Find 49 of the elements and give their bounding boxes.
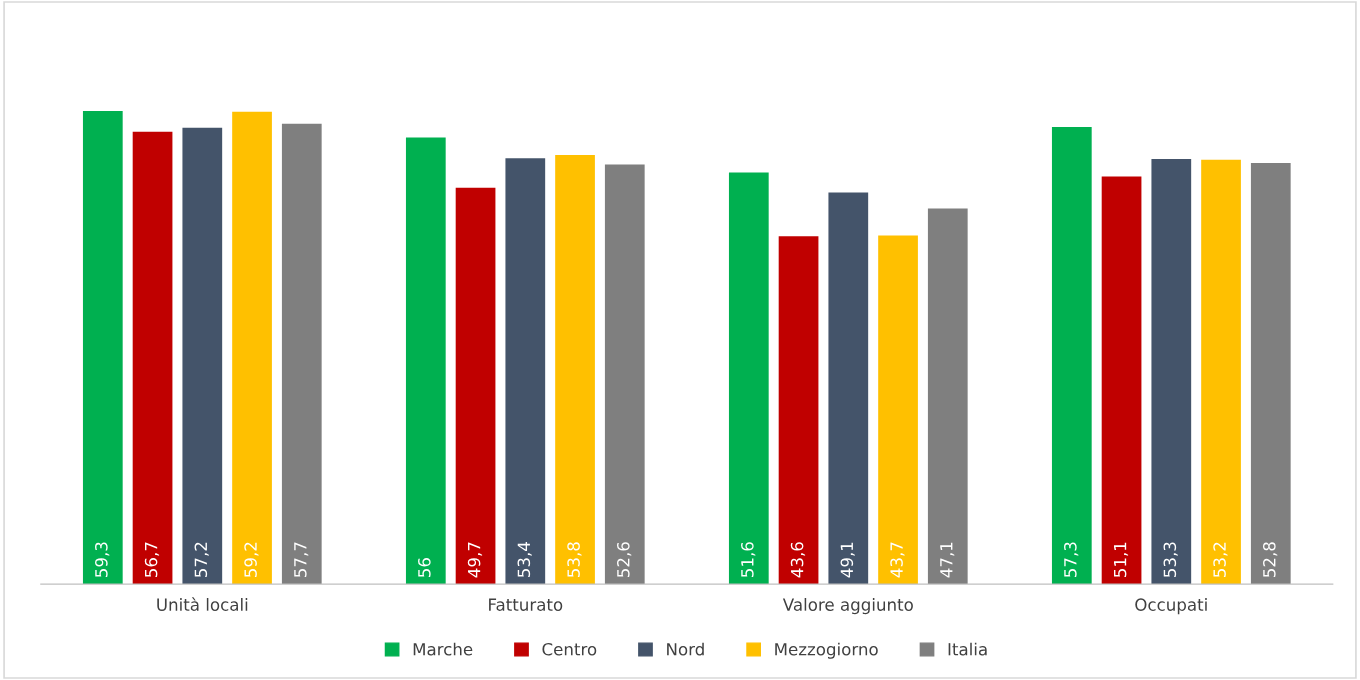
bar — [1051, 127, 1092, 585]
bar — [878, 235, 918, 585]
bar — [281, 123, 322, 585]
bar — [405, 137, 446, 585]
data-label: 56,7 — [144, 542, 160, 577]
bar — [1151, 158, 1192, 585]
data-label: 53,4 — [517, 542, 532, 577]
bar — [232, 111, 272, 585]
data-label: 57,3 — [1064, 542, 1079, 577]
bar — [132, 131, 173, 585]
data-label: 57,2 — [194, 542, 209, 577]
data-label: 53,3 — [1163, 542, 1178, 577]
data-label: 53,2 — [1213, 542, 1228, 577]
bar — [505, 158, 546, 585]
data-label: 49,1 — [840, 542, 855, 578]
bar — [555, 154, 595, 585]
bar — [927, 208, 968, 585]
legend-label: Centro — [542, 642, 597, 656]
bar — [828, 192, 869, 585]
data-label: 51,6 — [741, 542, 756, 577]
bar — [778, 236, 819, 585]
data-label: 52,6 — [617, 542, 632, 577]
bar — [182, 127, 223, 585]
x-tick-label: Unità locali — [157, 597, 248, 611]
bar — [82, 111, 123, 585]
x-tick-label: Valore aggiunto — [782, 598, 913, 615]
data-label: 56 — [418, 558, 431, 577]
bar — [455, 187, 496, 585]
bar — [728, 172, 769, 585]
legend-label: Mezzogiorno — [775, 642, 878, 659]
bar — [1101, 176, 1142, 585]
legend-label: Nord — [667, 642, 704, 656]
data-label: 49,7 — [467, 542, 483, 578]
data-label: 43,6 — [790, 542, 806, 578]
data-label: 47,1 — [940, 542, 955, 578]
data-label: 51,1 — [1114, 542, 1129, 577]
x-tick-label: Fatturato — [489, 598, 563, 611]
bar — [1250, 162, 1291, 585]
data-label: 59,3 — [95, 542, 110, 577]
bar — [1201, 159, 1241, 585]
bar — [604, 164, 645, 585]
data-label: 43,7 — [890, 542, 905, 578]
data-label: 59,2 — [244, 542, 259, 577]
legend-label: Italia — [948, 642, 987, 656]
data-label: 52,8 — [1263, 542, 1278, 577]
legend-label: Marche — [413, 642, 473, 656]
data-label: 53,8 — [567, 542, 582, 577]
data-label: 57,7 — [294, 542, 309, 577]
x-tick-label: Occupati — [1135, 598, 1207, 615]
